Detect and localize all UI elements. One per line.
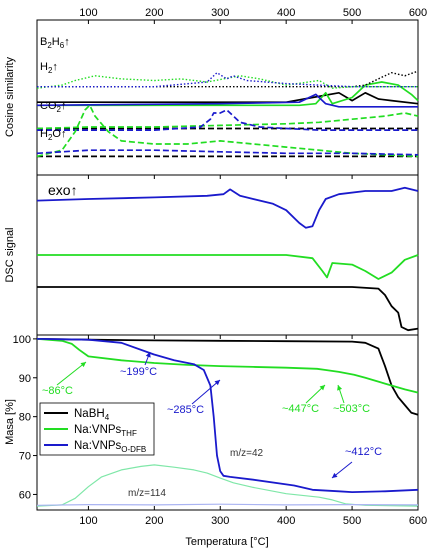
gas-label-h2o: H2O↑ [40, 128, 66, 142]
arrow-odfb-285-head [214, 380, 220, 386]
legend-label-odfb: Na:VNPsO-DFB [74, 440, 146, 454]
series-h2-odfb [36, 93, 418, 108]
gas-label-co2: CO2↑ [40, 100, 66, 114]
tga-y-tick-label: 100 [13, 334, 31, 346]
dsc-ylabel: DSC signal [4, 227, 16, 282]
dsc-series-nabh4 [37, 286, 419, 332]
series-h2o-thf [36, 104, 419, 158]
tga-series-odfb [36, 338, 419, 494]
tga-series-thf [36, 338, 419, 394]
x-tick-label-bottom: 300 [211, 515, 229, 527]
annot-mz114: m/z=114 [128, 488, 166, 499]
x-tick-label-top: 500 [343, 7, 361, 19]
x-tick-label-bottom: 400 [277, 515, 295, 527]
arrow-thf-86 [56, 361, 87, 386]
series-h2-thf [37, 81, 419, 107]
series-h2-nabh4 [37, 91, 419, 105]
x-axis-label: Temperatura [°C] [185, 536, 268, 548]
annot-thf-447: ~447°C [282, 403, 319, 415]
arrow-odfb-412-head [332, 472, 338, 478]
annot-thf-86: ~86°C [42, 385, 73, 397]
series-h2o-odfb [36, 149, 419, 156]
x-tick-label-top: 300 [211, 7, 229, 19]
x-tick-label-top: 100 [79, 7, 97, 19]
tga-series-ms42 [36, 464, 419, 507]
arrow-odfb-199-head [145, 352, 151, 358]
arrow-thf-86-head [80, 362, 86, 368]
legend-label-nabh4: NaBH4 [74, 408, 110, 422]
x-tick-label-bottom: 100 [79, 515, 97, 527]
x-tick-label-bottom: 200 [145, 515, 163, 527]
arrow-odfb-285 [191, 379, 221, 405]
annot-thf-503: ~503°C [333, 403, 370, 415]
x-tick-label-bottom: 600 [409, 515, 427, 527]
dsc-series-thf [37, 254, 419, 280]
panel-tga-frame [36, 334, 419, 511]
tga-series-ms114 [36, 503, 419, 506]
dsc-exo-label: exo↑ [48, 182, 78, 198]
dsc-series-odfb [36, 186, 419, 229]
arrow-thf-447-head [319, 385, 325, 391]
x-tick-label-bottom: 500 [343, 515, 361, 527]
arrow-thf-503-head [337, 385, 343, 391]
series-co2-odfb [37, 109, 418, 131]
x-tick-label-top: 200 [145, 7, 163, 19]
annot-odfb-412: ~412°C [345, 446, 382, 458]
x-tick-label-top: 400 [277, 7, 295, 19]
series-b2h6-odfb [37, 71, 418, 88]
gas-label-b2h6: B2H6↑ [40, 36, 70, 50]
plot-layer: 60 70 80 90 100 100 100 200 200 300 300 400 400 500 50… [13, 7, 428, 527]
annot-mz42: m/z=42 [230, 448, 264, 459]
legend: NaBH4 Na:VNPsTHF Na:VNPsO-DFB [39, 402, 155, 456]
cosine-ylabel: Cosine similarity [4, 56, 16, 137]
tga-y-tick-label: 80 [19, 412, 31, 424]
gas-label-h2: H2↑ [40, 61, 58, 75]
legend-label-thf: Na:VNPsTHF [74, 424, 137, 438]
tga-series-nabh4 [36, 338, 419, 416]
tga-y-tick-label: 70 [19, 451, 31, 463]
series-b2h6-thf [36, 75, 418, 89]
x-tick-label-top: 600 [409, 7, 427, 19]
annot-odfb-285: ~285°C [167, 404, 204, 416]
series-co2-thf [36, 112, 419, 130]
tga-y-tick-label: 90 [19, 373, 31, 385]
annot-odfb-199: ~199°C [120, 366, 157, 378]
tga-y-tick-label: 60 [19, 489, 31, 501]
tga-ylabel: Masa [%] [4, 399, 16, 445]
